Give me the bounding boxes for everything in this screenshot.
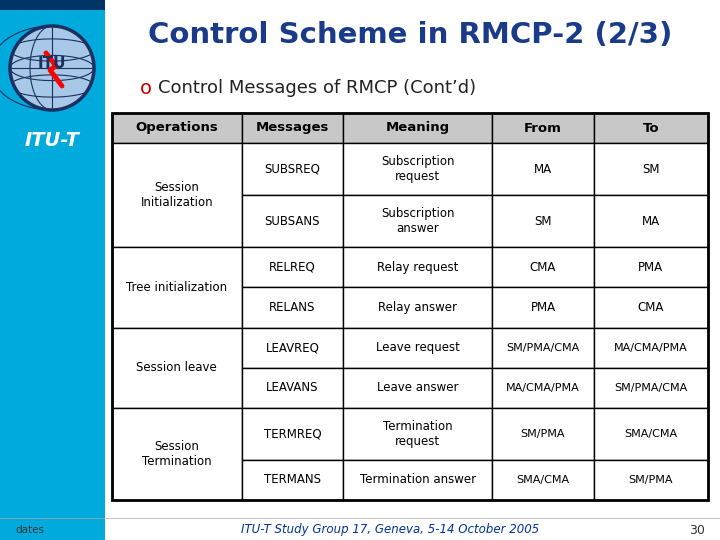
Text: Operations: Operations: [135, 122, 218, 134]
Bar: [492, 408, 594, 460]
Text: Control Messages of RMCP (Cont’d): Control Messages of RMCP (Cont’d): [158, 79, 476, 97]
Text: Relay answer: Relay answer: [378, 301, 457, 314]
Text: Subscription
answer: Subscription answer: [381, 207, 454, 235]
Bar: [594, 113, 708, 143]
Bar: [112, 247, 242, 328]
Bar: [112, 113, 242, 143]
Text: SM: SM: [534, 215, 552, 228]
Bar: [492, 460, 594, 500]
Bar: [492, 143, 594, 195]
Bar: [343, 113, 492, 143]
Text: TERMREQ: TERMREQ: [264, 427, 321, 440]
Text: CMA: CMA: [530, 261, 556, 274]
Text: MA: MA: [642, 215, 660, 228]
Bar: [242, 113, 343, 143]
Text: PMA: PMA: [638, 261, 663, 274]
Bar: [242, 143, 343, 195]
Bar: [0, 0, 105, 540]
Bar: [492, 247, 594, 287]
Text: MA/CMA/PMA: MA/CMA/PMA: [614, 342, 688, 353]
Text: To: To: [642, 122, 659, 134]
Text: dates: dates: [15, 525, 44, 535]
Text: 30: 30: [689, 523, 705, 537]
Bar: [343, 368, 492, 408]
Bar: [242, 287, 343, 328]
Text: Termination answer: Termination answer: [360, 474, 476, 487]
Bar: [242, 368, 343, 408]
Bar: [594, 143, 708, 195]
Bar: [594, 328, 708, 368]
Text: Messages: Messages: [256, 122, 329, 134]
Bar: [242, 195, 343, 247]
Text: ITU-T: ITU-T: [24, 131, 79, 150]
Bar: [594, 408, 708, 460]
Bar: [594, 287, 708, 328]
Text: MA: MA: [534, 163, 552, 176]
Text: MA/CMA/PMA: MA/CMA/PMA: [506, 383, 580, 393]
Bar: [112, 328, 242, 408]
Bar: [242, 328, 343, 368]
Bar: [492, 113, 594, 143]
Bar: [112, 143, 242, 247]
Text: Subscription
request: Subscription request: [381, 155, 454, 183]
Text: SM/PMA: SM/PMA: [629, 475, 673, 485]
Text: SM: SM: [642, 163, 660, 176]
Bar: [242, 460, 343, 500]
Text: ITU: ITU: [37, 56, 66, 71]
Text: Termination
request: Termination request: [383, 420, 452, 448]
Bar: [112, 113, 708, 500]
Text: SUBSREQ: SUBSREQ: [264, 163, 320, 176]
Bar: [242, 247, 343, 287]
Circle shape: [10, 26, 94, 110]
Text: Leave request: Leave request: [376, 341, 459, 354]
Bar: [492, 368, 594, 408]
Text: PMA: PMA: [531, 301, 556, 314]
Text: RELANS: RELANS: [269, 301, 315, 314]
Text: Leave answer: Leave answer: [377, 381, 459, 394]
Bar: [492, 287, 594, 328]
Text: LEAVREQ: LEAVREQ: [266, 341, 320, 354]
Text: CMA: CMA: [638, 301, 664, 314]
Text: Session
Termination: Session Termination: [142, 440, 212, 468]
Text: SM/PMA: SM/PMA: [521, 429, 565, 439]
Text: Control Scheme in RMCP-2 (2/3): Control Scheme in RMCP-2 (2/3): [148, 21, 672, 49]
Text: SMA/CMA: SMA/CMA: [624, 429, 678, 439]
Bar: [594, 195, 708, 247]
Text: SM/PMA/CMA: SM/PMA/CMA: [506, 342, 580, 353]
Text: SUBSANS: SUBSANS: [265, 215, 320, 228]
Text: LEAVANS: LEAVANS: [266, 381, 319, 394]
Bar: [343, 328, 492, 368]
Bar: [492, 328, 594, 368]
Bar: [343, 287, 492, 328]
Text: RELREQ: RELREQ: [269, 261, 316, 274]
Bar: [343, 195, 492, 247]
Text: From: From: [524, 122, 562, 134]
Bar: [343, 247, 492, 287]
Text: Tree initialization: Tree initialization: [126, 281, 228, 294]
Bar: [343, 460, 492, 500]
Text: SMA/CMA: SMA/CMA: [516, 475, 570, 485]
Bar: [492, 195, 594, 247]
Text: TERMANS: TERMANS: [264, 474, 321, 487]
Text: Relay request: Relay request: [377, 261, 459, 274]
Text: Session leave: Session leave: [137, 361, 217, 374]
Text: Session
Initialization: Session Initialization: [140, 181, 213, 209]
Bar: [343, 143, 492, 195]
Text: o: o: [140, 78, 152, 98]
Bar: [594, 368, 708, 408]
Bar: [112, 408, 242, 500]
Bar: [343, 408, 492, 460]
Text: Meaning: Meaning: [386, 122, 450, 134]
Bar: [594, 247, 708, 287]
Bar: [594, 460, 708, 500]
Bar: [0, 0, 105, 10]
Text: SM/PMA/CMA: SM/PMA/CMA: [614, 383, 688, 393]
Bar: [242, 408, 343, 460]
Text: ITU-T Study Group 17, Geneva, 5-14 October 2005: ITU-T Study Group 17, Geneva, 5-14 Octob…: [241, 523, 539, 537]
